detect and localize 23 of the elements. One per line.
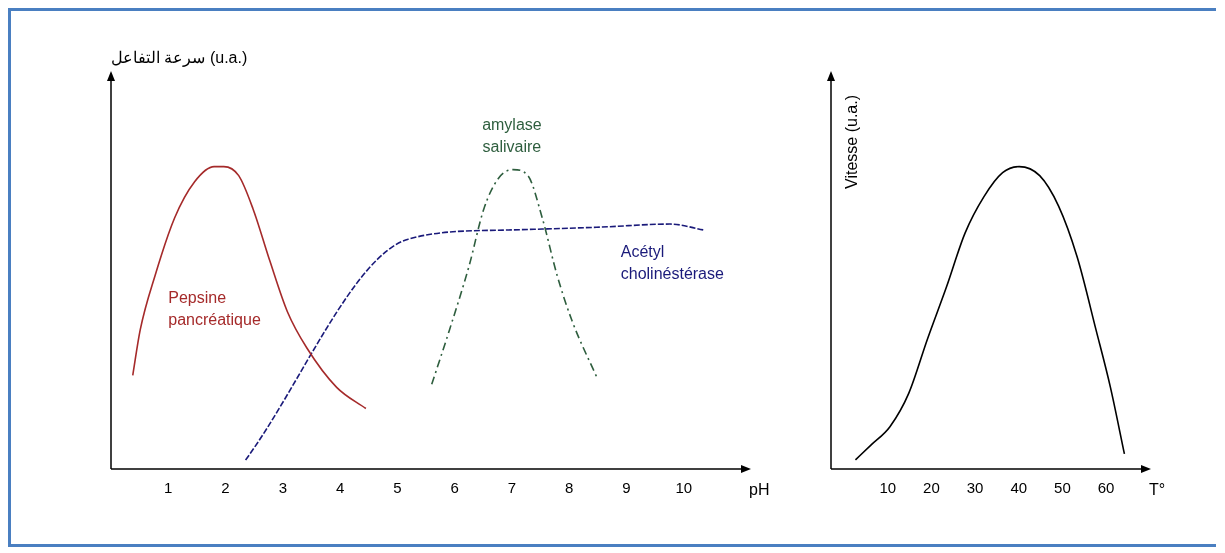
x-tick-label: 10	[879, 479, 897, 497]
x-tick-label: 40	[1010, 479, 1028, 497]
y-axis-title: Vitesse (u.a.)	[843, 95, 861, 189]
x-tick-label: 6	[450, 479, 459, 497]
y-axis-title: سرعة التفاعل (u.a.)	[111, 49, 248, 68]
x-tick-label: 20	[923, 479, 940, 497]
x-tick-label: 50	[1054, 479, 1071, 497]
x-tick-label: 5	[393, 479, 402, 497]
x-tick-label: 2	[221, 479, 230, 497]
x-tick-label: 3	[278, 479, 287, 497]
series-label: Pepsine pancréatique	[168, 288, 261, 328]
x-tick-label: 30	[966, 479, 984, 497]
x-tick-label: 4	[335, 479, 345, 497]
x-tick-label: 60	[1097, 479, 1115, 497]
x-tick-label: 9	[622, 479, 631, 497]
x-tick-label: 10	[675, 479, 693, 497]
x-axis-title: T°	[1149, 481, 1166, 499]
x-tick-label: 1	[164, 479, 173, 497]
x-tick-label: 8	[565, 479, 574, 497]
x-axis-title: pH	[749, 481, 770, 499]
series-label: Acétyl cholinéstérase	[620, 243, 724, 283]
series-label: amylase salivaire	[482, 116, 542, 156]
x-tick-label: 7	[507, 479, 517, 497]
